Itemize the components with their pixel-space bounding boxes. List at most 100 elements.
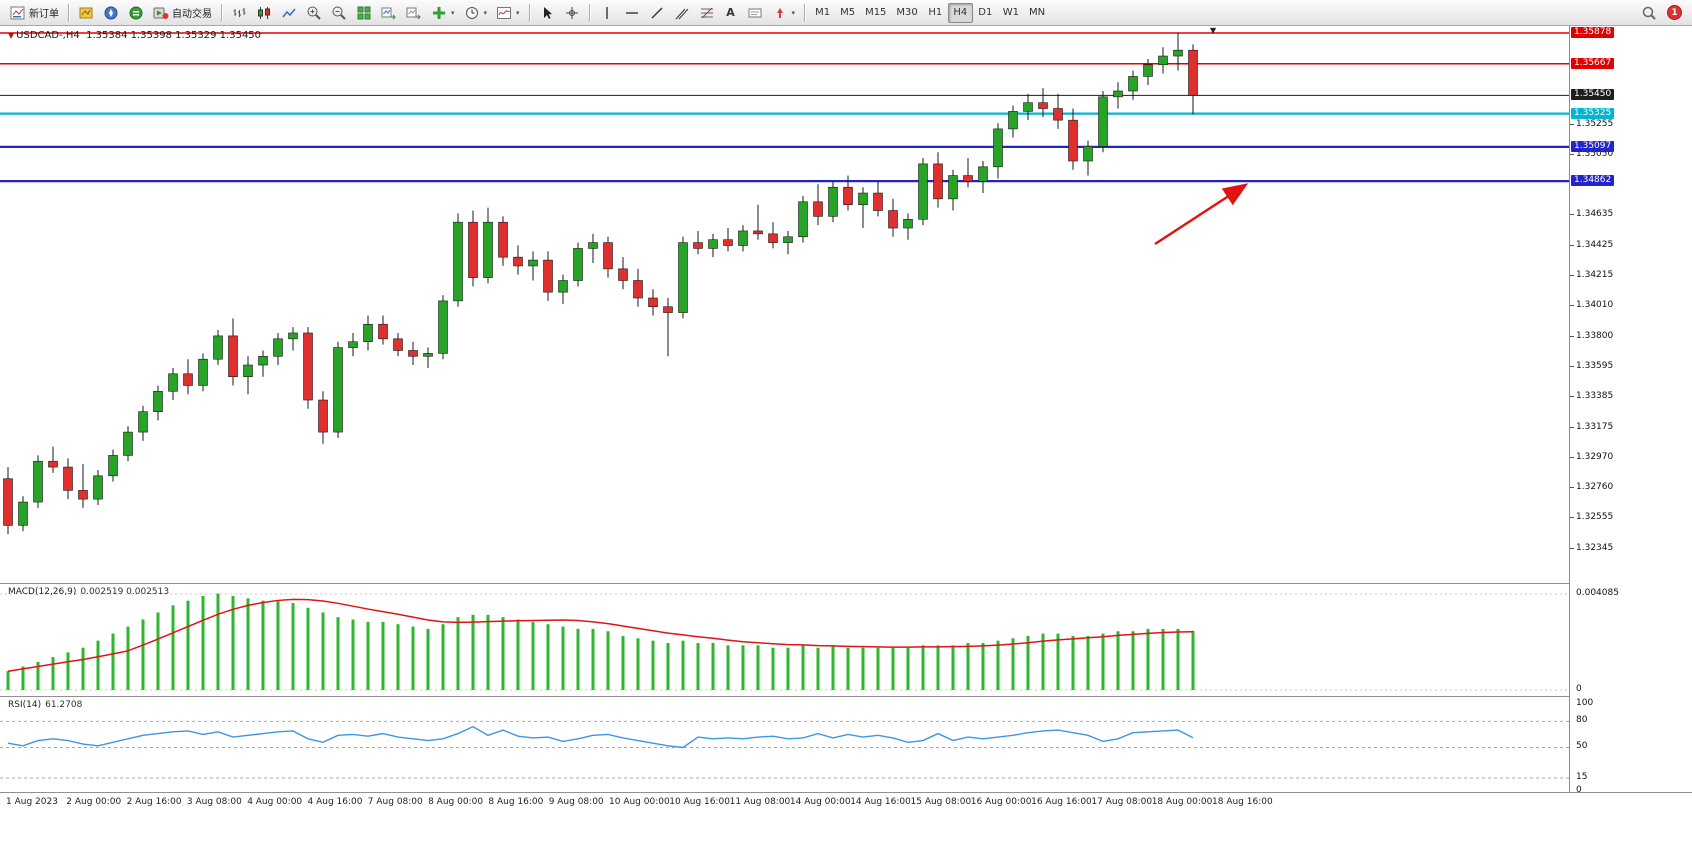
price-level-label[interactable]: 1.34862 [1571,175,1615,186]
price-tick-label: 1.32970 [1576,452,1614,462]
rsi-label: RSI(14) 61.2708 [8,700,82,710]
price-tick-label: 1.32345 [1576,543,1614,553]
text-label-button[interactable] [743,2,767,24]
chevron-down-icon: ▾ [791,8,796,17]
candlestick-chart[interactable] [0,26,1569,583]
scale-tick [1570,245,1574,246]
fibonacci-button[interactable] [695,2,719,24]
vertical-line-icon [599,5,615,21]
auto-scroll-button[interactable] [377,2,401,24]
time-label: 10 Aug 00:00 [609,797,670,807]
timeframe-h4-button[interactable]: H4 [947,2,973,23]
time-label: 2 Aug 00:00 [66,797,122,807]
zoom-out-button[interactable] [327,2,351,24]
scale-tick [1570,214,1574,215]
tile-windows-button[interactable] [352,2,376,24]
templates-button[interactable]: ▾ [492,2,524,24]
time-axis[interactable]: 1 Aug 2023 2 Aug 00:00 2 Aug 16:00 3 Aug 08… [0,792,1692,814]
price-tick-label: 1.33800 [1576,331,1614,341]
price-level-label[interactable]: 1.35450 [1571,89,1615,100]
price-level-label[interactable]: 1.35325 [1571,108,1615,119]
candlestick-chart-button[interactable] [252,2,276,24]
timeframe-m1-button[interactable]: M1 [815,7,831,18]
bar-chart-icon [231,5,247,21]
line-chart-button[interactable] [277,2,301,24]
separator [68,3,69,22]
notification-badge[interactable]: 1 [1667,5,1682,20]
new-order-button[interactable]: 新订单 [6,2,63,24]
scale-tick [1570,305,1574,306]
candlestick-chart-icon [256,5,272,21]
macd-panel[interactable]: MACD(12,26,9) 0.002519 0.002513 [0,583,1569,696]
time-label: 18 Aug 00:00 [1151,797,1213,807]
symbol-marker-icon: ▼ [8,31,15,40]
price-level-label[interactable]: 1.35097 [1571,141,1615,152]
price-tick-label: 1.34635 [1576,209,1614,219]
time-label: 4 Aug 16:00 [307,797,363,807]
line-chart-icon [281,5,297,21]
scale-tick [1570,366,1574,367]
bar-chart-button[interactable] [227,2,251,24]
tile-windows-icon [356,5,372,21]
channel-button[interactable] [670,2,694,24]
price-tick-label: 1.35050 [1576,149,1614,159]
horizontal-line-button[interactable] [620,2,644,24]
macd-chart [0,593,1569,691]
scale-tick [1570,124,1574,125]
timeframe-m30-button[interactable]: M30 [896,7,918,18]
market-watch-button[interactable] [74,2,98,24]
price-scale[interactable]: 0.004085 0 100 80 50 15 0 1.35255 1.35050… [1569,26,1692,795]
periods-button[interactable]: ▾ [460,2,492,24]
rsi-panel[interactable]: RSI(14) 61.2708 [0,696,1569,792]
rsi-scale-100: 100 [1576,698,1594,708]
timeframe-h1-button[interactable]: H1 [928,7,943,18]
timeframe-w1-button[interactable]: W1 [1002,7,1020,18]
timeframe-mn-button[interactable]: MN [1029,7,1046,18]
main-chart-panel[interactable]: ▼ USDCAD-,H4 1.35384 1.35398 1.35329 1.35… [0,26,1569,583]
vertical-line-button[interactable] [595,2,619,24]
crosshair-button[interactable] [560,2,584,24]
scale-tick [1570,154,1574,155]
price-tick-label: 1.34010 [1576,300,1614,310]
time-label: 14 Aug 16:00 [850,797,911,807]
price-tick-label: 1.32760 [1576,482,1614,492]
time-label: 16 Aug 16:00 [1031,797,1092,807]
search-button[interactable] [1637,2,1661,24]
time-label: 17 Aug 08:00 [1091,797,1153,807]
navigator-button[interactable] [99,2,123,24]
time-label: 15 Aug 08:00 [910,797,972,807]
rsi-value: 61.2708 [45,700,83,710]
chart-shift-icon[interactable]: ▼ [1210,26,1217,35]
cursor-button[interactable] [535,2,559,24]
add-indicator-icon [431,5,447,21]
new-order-icon [10,5,26,21]
time-label: 3 Aug 08:00 [186,797,242,807]
time-label: 2 Aug 16:00 [126,797,182,807]
text-button[interactable]: A [720,2,742,24]
trendline-button[interactable] [645,2,669,24]
price-level-label[interactable]: 1.35878 [1571,27,1615,38]
ohlc-values: 1.35384 1.35398 1.35329 1.35450 [86,30,262,41]
zoom-in-button[interactable] [302,2,326,24]
rsi-scale-0: 0 [1576,785,1582,795]
timeframe-d1-button[interactable]: D1 [978,7,993,18]
timeframe-m15-button[interactable]: M15 [865,7,887,18]
scale-tick [1570,548,1574,549]
time-label: 4 Aug 00:00 [247,797,303,807]
scale-tick [1570,275,1574,276]
auto-trading-button[interactable]: 自动交易 [149,2,216,24]
terminal-button[interactable] [124,2,148,24]
navigator-icon [103,5,119,21]
chart-shift-button[interactable] [402,2,426,24]
symbol-title: USDCAD-,H4 [16,30,80,41]
chart-shift-icon-toolbar [406,5,422,21]
price-tick-label: 1.35255 [1576,119,1614,129]
arrows-button[interactable]: ▾ [768,2,800,24]
separator [221,3,222,22]
timeframe-m5-button[interactable]: M5 [840,7,856,18]
separator [588,3,590,22]
add-indicator-button[interactable]: ▾ [427,2,459,24]
arrow-shape-icon [772,5,788,21]
price-level-label[interactable]: 1.35667 [1571,58,1615,69]
rsi-name: RSI(14) [8,700,42,710]
